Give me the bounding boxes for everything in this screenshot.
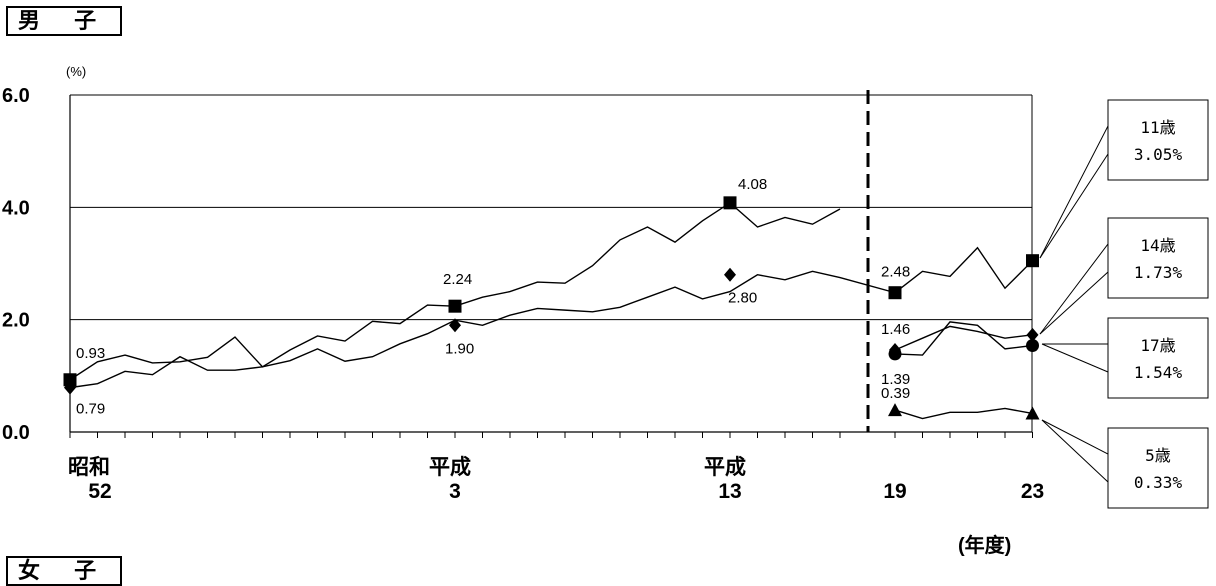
data-label: 4.08 [738, 176, 767, 193]
diamond-marker [64, 380, 76, 395]
callout-box [1107, 99, 1209, 181]
data-label: 2.80 [728, 290, 757, 307]
data-label: 0.93 [76, 345, 105, 362]
legend-callouts: 11歳 3.05% 14歳 1.73% 17歳 1.54% 5歳 0.33% [1039, 99, 1209, 509]
square-marker [63, 373, 77, 387]
x-tick-year-label: 13 [718, 480, 741, 503]
callout-pointer [1039, 242, 1109, 335]
callout-value-label: 3.05% [1134, 145, 1183, 164]
diamond-marker [724, 267, 736, 282]
callout-box [1107, 217, 1209, 299]
y-tick-label: 2.0 [2, 310, 30, 332]
series-line-14歳 [69, 270, 896, 389]
square-marker [723, 196, 737, 210]
diamond-marker [1026, 327, 1039, 342]
triangle-marker [888, 403, 902, 417]
x-tick-era-label: 昭和 [68, 456, 110, 479]
data-label: 1.46 [881, 321, 910, 338]
square-marker [888, 286, 902, 300]
x-tick-era-label: 平成 [704, 455, 746, 479]
triangle-marker [1025, 406, 1040, 420]
y-tick-label: 0.0 [2, 422, 30, 444]
y-tick-label: 6.0 [2, 85, 30, 107]
panel-title-boys: 男 子 [6, 6, 123, 36]
callout-age-label: 17歳 [1140, 336, 1175, 355]
callout-age-label: 11歳 [1140, 118, 1175, 137]
x-axis-title: (年度) [958, 533, 1011, 557]
data-label: 1.90 [445, 340, 474, 357]
callout-value-label: 0.33% [1134, 473, 1183, 492]
diamond-marker [449, 318, 461, 333]
callout-age-label: 5歳 [1145, 446, 1171, 465]
callout-age-label: 14歳 [1140, 236, 1175, 255]
callout-pointer-line [1039, 153, 1109, 259]
data-label: 2.24 [443, 271, 472, 288]
callout-box [1107, 427, 1209, 509]
y-tick-label: 4.0 [2, 197, 30, 219]
data-labels: 0.93 2.24 4.08 2.48 0.79 1.90 2.80 1.46 1.390.39 [76, 176, 910, 418]
callout-pointer-line [1041, 419, 1109, 483]
data-label: 1.39 [881, 371, 910, 388]
series-line-17歳 [894, 321, 1033, 356]
series-line-11歳 [894, 246, 1033, 294]
circle-marker [888, 347, 902, 361]
series-line-14歳 [894, 325, 1033, 351]
x-tick-year-label: 23 [1021, 480, 1044, 503]
callout-box [1107, 317, 1209, 399]
square-marker [1026, 254, 1039, 268]
series-markers [63, 196, 1040, 420]
square-marker [448, 299, 462, 313]
series-line-5歳 [894, 407, 1033, 420]
callout-pointer [1039, 125, 1109, 259]
callout-value-label: 1.54% [1134, 363, 1183, 382]
callout-value-label: 1.73% [1134, 263, 1183, 282]
y-unit-label: (%) [66, 64, 86, 79]
x-tick-era-label: 平成 [429, 455, 471, 479]
callout-pointer-line [1041, 343, 1109, 373]
x-tick-year-label: 3 [449, 480, 461, 503]
data-label: 0.79 [76, 401, 105, 418]
x-tick-year-label: 52 [88, 480, 111, 503]
circle-marker [1026, 339, 1039, 353]
data-label: 0.39 [881, 385, 910, 402]
data-label: 2.48 [881, 264, 910, 281]
callout-pointer-line [1039, 271, 1109, 335]
x-tick-year-label: 19 [883, 480, 906, 503]
